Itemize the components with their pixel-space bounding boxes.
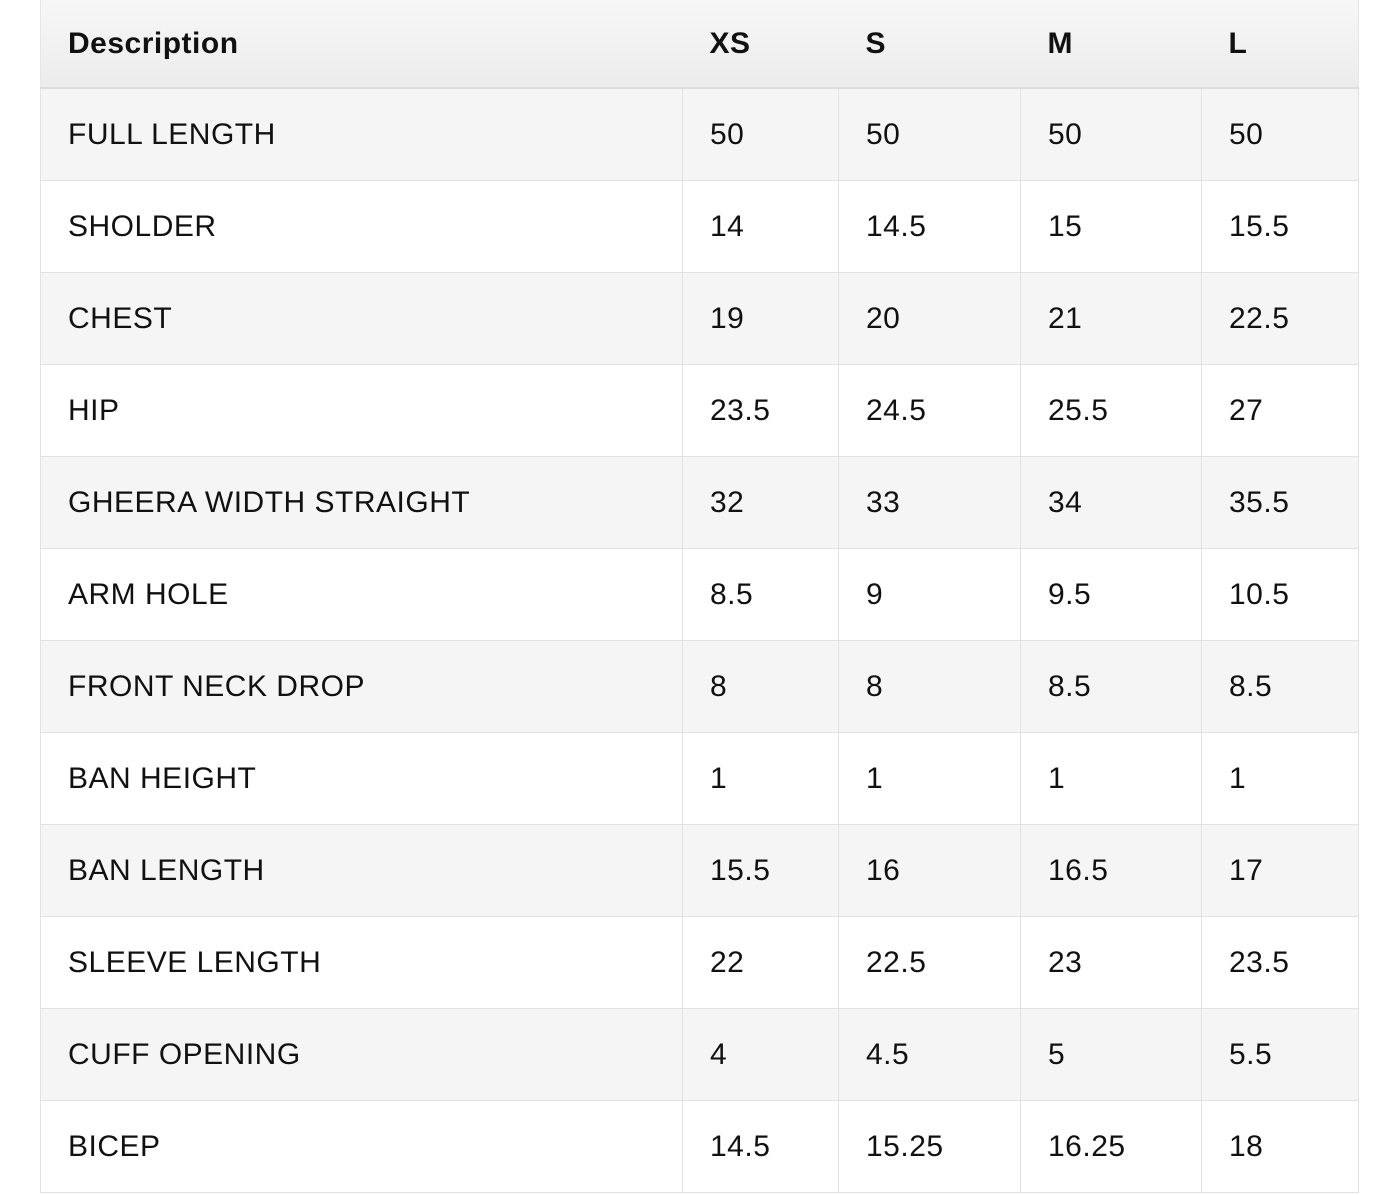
row-label: SHOLDER	[40, 180, 683, 273]
size-value: 8.5	[1020, 640, 1202, 733]
size-value: 15.5	[682, 824, 839, 917]
size-value: 14.5	[682, 1100, 839, 1193]
row-label: SLEEVE LENGTH	[40, 916, 683, 1009]
table-row: BAN HEIGHT 1 1 1 1	[40, 732, 1359, 825]
size-value: 1	[1020, 732, 1202, 825]
size-value: 8	[682, 640, 839, 733]
size-value: 22.5	[1201, 272, 1359, 365]
size-value: 50	[1020, 87, 1202, 181]
size-value: 8.5	[1201, 640, 1359, 733]
row-label: CHEST	[40, 272, 683, 365]
size-chart: Description XS S M L FULL LENGTH 50 50 50 50 SHOL…	[40, 0, 1359, 1193]
size-value: 15.25	[838, 1100, 1021, 1193]
size-value: 16.25	[1020, 1100, 1202, 1193]
size-value: 21	[1020, 272, 1202, 365]
size-value: 25.5	[1020, 364, 1202, 457]
table-row: CHEST 19 20 21 22.5	[40, 272, 1359, 365]
size-value: 50	[682, 87, 839, 181]
size-value: 23.5	[1201, 916, 1359, 1009]
size-value: 15	[1020, 180, 1202, 273]
size-value: 16.5	[1020, 824, 1202, 917]
header-row: Description XS S M L	[40, 0, 1359, 89]
size-value: 50	[1201, 87, 1359, 181]
size-value: 9	[838, 548, 1021, 641]
row-label: BICEP	[40, 1100, 683, 1193]
size-value: 23	[1020, 916, 1202, 1009]
size-value: 19	[682, 272, 839, 365]
row-label: BAN HEIGHT	[40, 732, 683, 825]
size-value: 35.5	[1201, 456, 1359, 549]
header-cell: XS	[682, 0, 839, 89]
size-value: 8.5	[682, 548, 839, 641]
header-cell: M	[1020, 0, 1202, 89]
size-value: 14	[682, 180, 839, 273]
size-value: 16	[838, 824, 1021, 917]
size-value: 1	[1201, 732, 1359, 825]
table-row: BICEP 14.5 15.25 16.25 18	[40, 1100, 1359, 1193]
size-value: 17	[1201, 824, 1359, 917]
size-value: 8	[838, 640, 1021, 733]
table-row: GHEERA WIDTH STRAIGHT 32 33 34 35.5	[40, 456, 1359, 549]
size-value: 9.5	[1020, 548, 1202, 641]
size-value: 10.5	[1201, 548, 1359, 641]
size-value: 22	[682, 916, 839, 1009]
size-value: 50	[838, 87, 1021, 181]
table-row: SHOLDER 14 14.5 15 15.5	[40, 180, 1359, 273]
size-value: 18	[1201, 1100, 1359, 1193]
row-label: HIP	[40, 364, 683, 457]
size-value: 1	[838, 732, 1021, 825]
size-value: 27	[1201, 364, 1359, 457]
size-value: 1	[682, 732, 839, 825]
size-value: 22.5	[838, 916, 1021, 1009]
size-value: 32	[682, 456, 839, 549]
row-label: ARM HOLE	[40, 548, 683, 641]
header-cell: L	[1201, 0, 1359, 89]
size-value: 33	[838, 456, 1021, 549]
table-row: FULL LENGTH 50 50 50 50	[40, 87, 1359, 181]
size-table: Description XS S M L FULL LENGTH 50 50 50 50 SHOL…	[40, 0, 1359, 1193]
table-row: BAN LENGTH 15.5 16 16.5 17	[40, 824, 1359, 917]
table-row: SLEEVE LENGTH 22 22.5 23 23.5	[40, 916, 1359, 1009]
size-value: 23.5	[682, 364, 839, 457]
row-label: BAN LENGTH	[40, 824, 683, 917]
table-row: HIP 23.5 24.5 25.5 27	[40, 364, 1359, 457]
size-value: 34	[1020, 456, 1202, 549]
header-cell: S	[838, 0, 1021, 89]
row-label: FULL LENGTH	[40, 87, 683, 181]
size-value: 5	[1020, 1008, 1202, 1101]
size-value: 4	[682, 1008, 839, 1101]
table-row: CUFF OPENING 4 4.5 5 5.5	[40, 1008, 1359, 1101]
size-value: 24.5	[838, 364, 1021, 457]
size-value: 14.5	[838, 180, 1021, 273]
row-label: GHEERA WIDTH STRAIGHT	[40, 456, 683, 549]
table-body: FULL LENGTH 50 50 50 50 SHOLDER 14 14.5 15 15.5 CH…	[40, 87, 1359, 1193]
header-cell: Description	[40, 0, 683, 89]
table-row: ARM HOLE 8.5 9 9.5 10.5	[40, 548, 1359, 641]
row-label: CUFF OPENING	[40, 1008, 683, 1101]
table-row: FRONT NECK DROP 8 8 8.5 8.5	[40, 640, 1359, 733]
size-value: 4.5	[838, 1008, 1021, 1101]
row-label: FRONT NECK DROP	[40, 640, 683, 733]
size-value: 15.5	[1201, 180, 1359, 273]
size-value: 20	[838, 272, 1021, 365]
size-value: 5.5	[1201, 1008, 1359, 1101]
